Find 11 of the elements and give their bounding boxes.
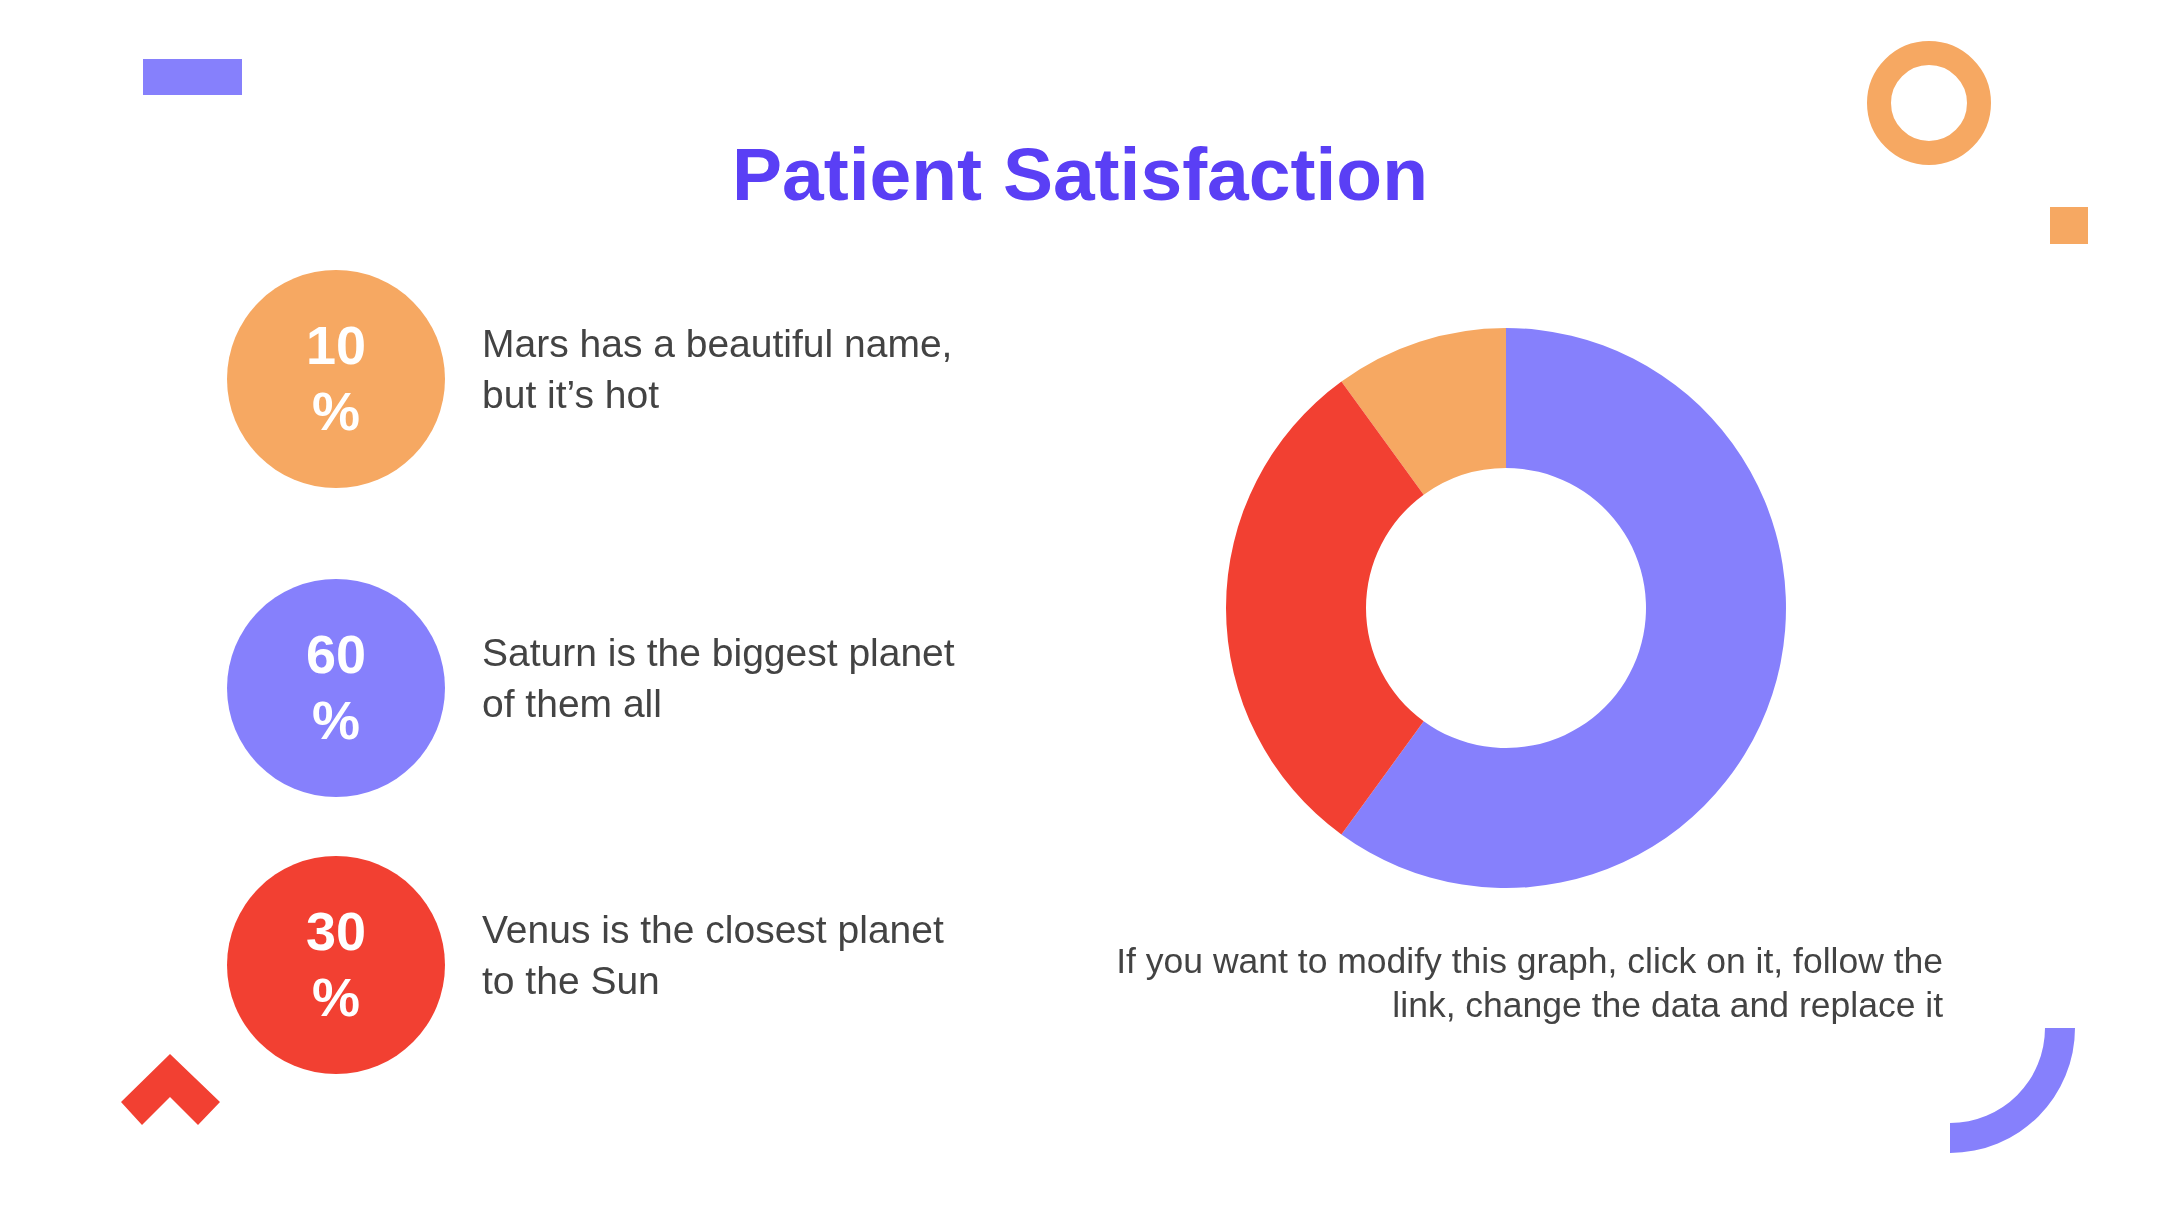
text: Venus is the closest planet to the Sun [482,908,944,1002]
donut-slice [1341,328,1786,888]
text: 10 % [305,315,367,441]
chart-title: Patient Satisfaction [732,132,1428,216]
donut-slice [1226,381,1424,835]
text: If you want to modify this graph, click on it, follow the link, change the data and replace it [1116,941,1944,1025]
text: Mars has a beautiful name, but it’s hot [482,322,953,416]
text: 30 % [305,901,367,1027]
text: 60 % [305,624,367,750]
text: Saturn is the biggest planet of them all [482,631,955,725]
donut-slice [1341,328,1506,495]
